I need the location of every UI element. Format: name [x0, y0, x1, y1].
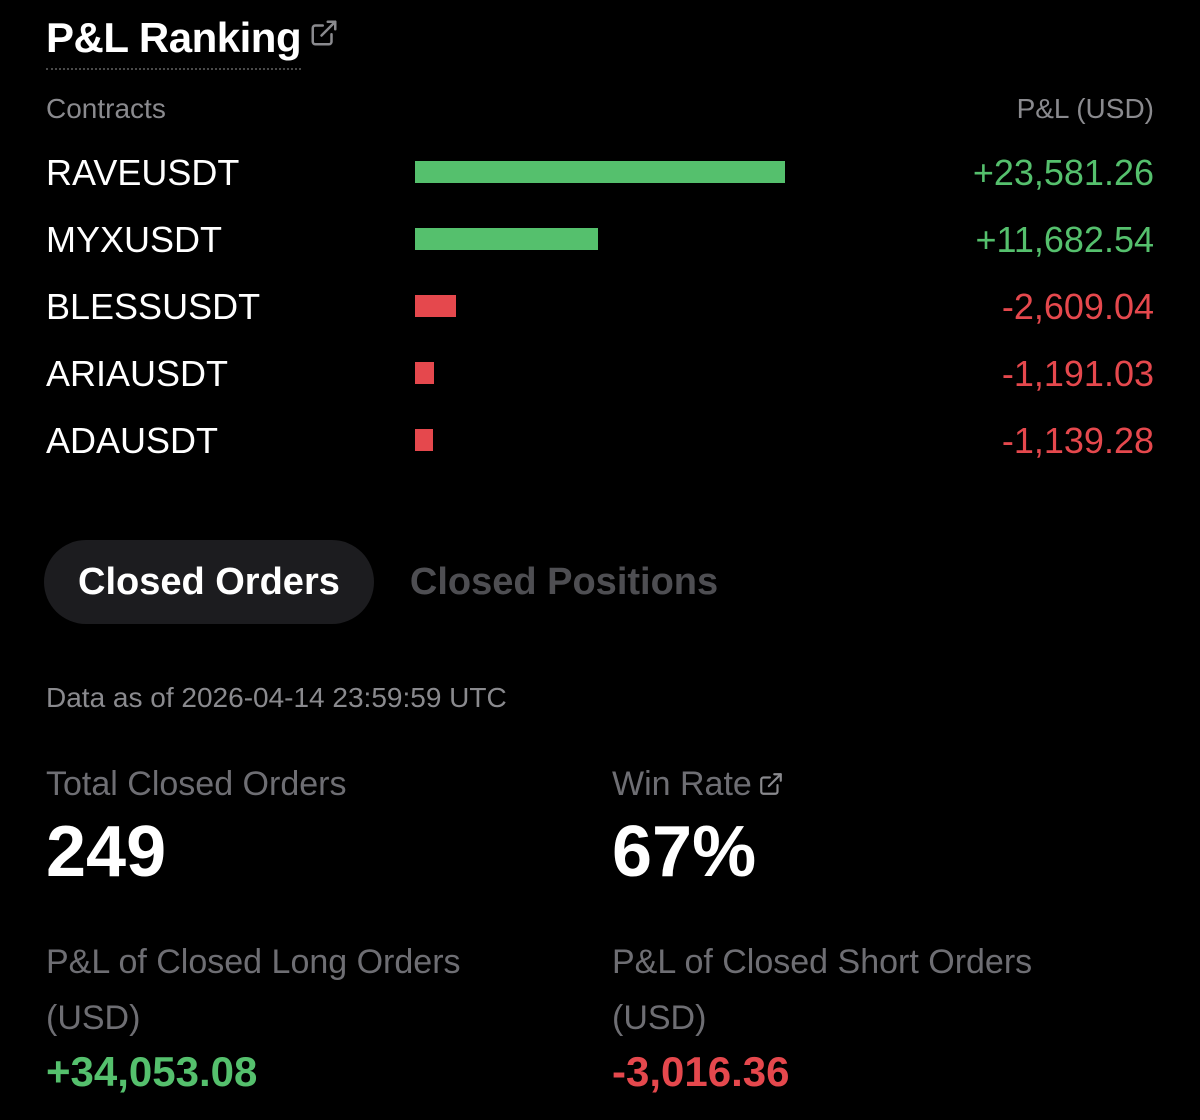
total-closed-orders-value: 249: [46, 812, 167, 892]
pnl-bar: [415, 429, 433, 451]
ranking-row[interactable]: MYXUSDT +11,682.54: [46, 207, 1154, 274]
ranking-row[interactable]: ADAUSDT -1,139.28: [46, 408, 1154, 475]
pnl-bar: [415, 161, 785, 183]
contract-pnl-value: -1,191.03: [1001, 353, 1154, 394]
ranking-list: RAVEUSDT +23,581.26 MYXUSDT +11,682.54 B…: [46, 140, 1154, 475]
short-pnl-value: -3,016.36: [612, 1048, 790, 1095]
pnl-bar: [415, 228, 598, 250]
data-timestamp: Data as of 2026-04-14 23:59:59 UTC: [46, 682, 507, 713]
long-pnl-label-unit: (USD): [46, 999, 141, 1037]
total-closed-orders-label: Total Closed Orders: [46, 765, 347, 803]
pnl-bar: [415, 362, 434, 384]
tab-closed-positions[interactable]: Closed Positions: [409, 561, 719, 603]
contract-name: MYXUSDT: [46, 219, 223, 260]
long-pnl-stat: P&L of Closed Long Orders (USD) +34,053.…: [46, 934, 461, 1098]
external-link-icon[interactable]: [758, 771, 784, 797]
total-closed-orders-stat: Total Closed Orders 249: [46, 756, 346, 892]
contract-name: ADAUSDT: [46, 420, 219, 461]
ranking-row[interactable]: BLESSUSDT -2,609.04: [46, 274, 1154, 341]
contract-name: ARIAUSDT: [46, 353, 229, 394]
long-pnl-value: +34,053.08: [46, 1048, 258, 1095]
external-link-icon[interactable]: [309, 18, 339, 48]
pnl-ranking-header: P&L Ranking: [46, 12, 339, 70]
contract-pnl-value: -2,609.04: [1001, 286, 1154, 327]
contract-pnl-value: +23,581.26: [972, 152, 1154, 193]
contract-name: RAVEUSDT: [46, 152, 240, 193]
tab-closed-orders[interactable]: Closed Orders: [44, 540, 374, 624]
win-rate-label-row: Win Rate: [612, 756, 784, 812]
short-pnl-label: P&L of Closed Short Orders: [612, 943, 1033, 981]
win-rate-label: Win Rate: [612, 765, 752, 803]
ranking-row[interactable]: RAVEUSDT +23,581.26: [46, 140, 1154, 207]
short-pnl-label-unit: (USD): [612, 999, 707, 1037]
short-pnl-stat: P&L of Closed Short Orders (USD) -3,016.…: [612, 934, 1032, 1098]
contract-name: BLESSUSDT: [46, 286, 261, 327]
pnl-bar: [415, 295, 456, 317]
page-title[interactable]: P&L Ranking: [46, 12, 302, 70]
contract-pnl-value: -1,139.28: [1001, 420, 1154, 461]
win-rate-value: 67%: [612, 812, 757, 892]
ranking-column-headers: Contracts P&L (USD): [46, 93, 1154, 129]
orders-tabs: Closed Orders Closed Positions: [44, 540, 752, 624]
long-pnl-label: P&L of Closed Long Orders: [46, 943, 461, 981]
win-rate-stat: Win Rate 67%: [612, 756, 784, 892]
ranking-row[interactable]: ARIAUSDT -1,191.03: [46, 341, 1154, 408]
contracts-column-header: Contracts: [46, 93, 166, 124]
contract-pnl-value: +11,682.54: [975, 219, 1154, 260]
pnl-column-header: P&L (USD): [1016, 93, 1154, 124]
